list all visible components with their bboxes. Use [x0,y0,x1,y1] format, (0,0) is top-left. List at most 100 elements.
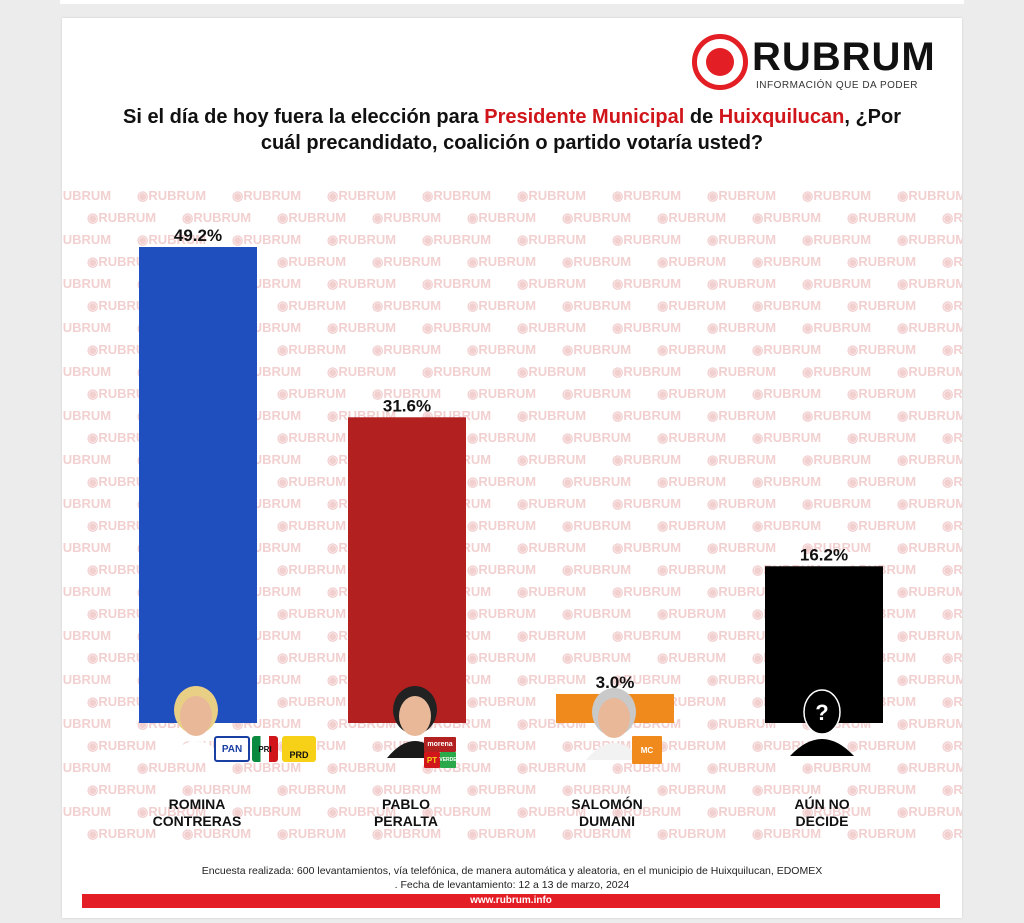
watermark-text: ◉RUBRUM [802,496,872,511]
watermark-text: ◉RUBRUM [562,782,632,797]
watermark-text: ◉RUBRUM [942,694,962,709]
pan-logo: PAN [214,736,250,762]
watermark-text: ◉RUBRUM [87,210,157,225]
watermark-text: ◉RUBRUM [137,804,207,819]
watermark-text: ◉RUBRUM [517,232,587,247]
watermark-text: ◉RUBRUM [897,408,962,423]
watermark-text: ◉RUBRUM [327,188,397,203]
candidate-name-2: PABLO PERALTA [326,796,486,830]
watermark-text: ◉RUBRUM [467,210,537,225]
watermark-text: ◉RUBRUM [327,276,397,291]
watermark-text: ◉RUBRUM [277,826,347,841]
watermark-text: ◉RUBRUM [707,760,777,775]
question-mark-icon: ? [815,700,828,725]
candidate-name-1: ROMINA CONTRERAS [117,796,277,830]
watermark-text: ◉RUBRUM [942,562,962,577]
watermark-text: ◉RUBRUM [277,694,347,709]
watermark-text: ◉RUBRUM [847,386,917,401]
bar-2 [348,417,466,723]
watermark-text: ◉RUBRUM [87,518,157,533]
watermark-text: ◉RUBRUM [62,232,112,247]
logo-tagline: INFORMACIÓN QUE DA PODER [756,80,919,91]
watermark-text: ◉RUBRUM [897,232,962,247]
watermark-text: ◉RUBRUM [707,320,777,335]
watermark-text: ◉RUBRUM [847,254,917,269]
watermark-text: ◉RUBRUM [422,320,492,335]
watermark-text: ◉RUBRUM [847,430,917,445]
watermark-text: ◉RUBRUM [612,408,682,423]
watermark-text: ◉RUBRUM [752,342,822,357]
watermark-text: ◉RUBRUM [612,496,682,511]
question-part3: , ¿Por cuál precandidato, coalición o pa… [260,106,901,154]
prd-logo: PRD [282,736,316,762]
watermark-text: ◉RUBRUM [62,188,112,203]
watermark-text: ◉RUBRUM [752,826,822,841]
watermark-text: ◉RUBRUM [277,342,347,357]
bar-value-label-1: 49.2% [174,226,222,245]
watermark-text: ◉RUBRUM [327,364,397,379]
watermark-text: ◉RUBRUM [802,452,872,467]
watermark-text: ◉RUBRUM [467,474,537,489]
watermark-text: ◉RUBRUM [612,584,682,599]
watermark-text: ◉RUBRUM [707,584,777,599]
watermark-text: ◉RUBRUM [562,518,632,533]
footer-url-link[interactable]: www.rubrum.info [470,895,552,906]
watermark-text: ◉RUBRUM [612,276,682,291]
watermark-text: ◉RUBRUM [517,672,587,687]
watermark-text: ◉RUBRUM [942,518,962,533]
watermark-text: ◉RUBRUM [657,474,727,489]
watermark-text: ◉RUBRUM [62,320,112,335]
watermark-text: ◉RUBRUM [62,628,112,643]
watermark-text: ◉RUBRUM [327,804,397,819]
watermark-text: ◉RUBRUM [657,738,727,753]
watermark-text: ◉RUBRUM [562,562,632,577]
watermark-text: ◉RUBRUM [897,760,962,775]
watermark-text: ◉RUBRUM [232,804,302,819]
watermark-text: ◉RUBRUM [707,452,777,467]
watermark-text: ◉RUBRUM [612,540,682,555]
candidate-1-portrait [168,686,224,758]
watermark-text: ◉RUBRUM [277,474,347,489]
watermark-text: ◉RUBRUM [87,782,157,797]
watermark-text: ◉RUBRUM [612,320,682,335]
watermark-text: ◉RUBRUM [657,430,727,445]
watermark-text: ◉RUBRUM [707,496,777,511]
watermark-text: ◉RUBRUM [562,298,632,313]
poll-question: Si el día de hoy fuera la elección para … [122,104,902,156]
watermark-text: ◉RUBRUM [802,540,872,555]
watermark-text: ◉RUBRUM [87,474,157,489]
candidate-3-portrait [586,688,642,760]
watermark-text: ◉RUBRUM [562,386,632,401]
watermark-text: ◉RUBRUM [752,210,822,225]
watermark-text: ◉RUBRUM [372,342,442,357]
candidate-name-4: AÚN NO DECIDE [742,796,902,830]
watermark-text: ◉RUBRUM [942,298,962,313]
watermark-text: ◉RUBRUM [467,386,537,401]
watermark-text: ◉RUBRUM [562,606,632,621]
watermark-text: ◉RUBRUM [897,804,962,819]
watermark-text: ◉RUBRUM [467,606,537,621]
watermark-text: ◉RUBRUM [467,694,537,709]
watermark-text: ◉RUBRUM [182,826,252,841]
watermark-text: ◉RUBRUM [517,584,587,599]
watermark-text: ◉RUBRUM [657,694,727,709]
watermark-text: ◉RUBRUM [62,804,112,819]
watermark-text: ◉RUBRUM [847,738,917,753]
watermark-text: ◉RUBRUM [657,606,727,621]
watermark-text: ◉RUBRUM [657,650,727,665]
watermark-text: ◉RUBRUM [657,298,727,313]
watermark-text: ◉RUBRUM [942,738,962,753]
watermark-text: ◉RUBRUM [802,804,872,819]
bar-value-label-4: 16.2% [800,545,848,564]
watermark-text: ◉RUBRUM [87,254,157,269]
morena-logo: morena [424,737,456,752]
watermark-text: ◉RUBRUM [897,452,962,467]
watermark-text: ◉RUBRUM [232,232,302,247]
watermark-text: ◉RUBRUM [802,408,872,423]
watermark-text: ◉RUBRUM [517,452,587,467]
watermark-text: ◉RUBRUM [137,232,207,247]
watermark-text: ◉RUBRUM [62,276,112,291]
watermark-text: ◉RUBRUM [562,474,632,489]
watermark-text: ◉RUBRUM [657,386,727,401]
watermark-text: ◉RUBRUM [137,188,207,203]
